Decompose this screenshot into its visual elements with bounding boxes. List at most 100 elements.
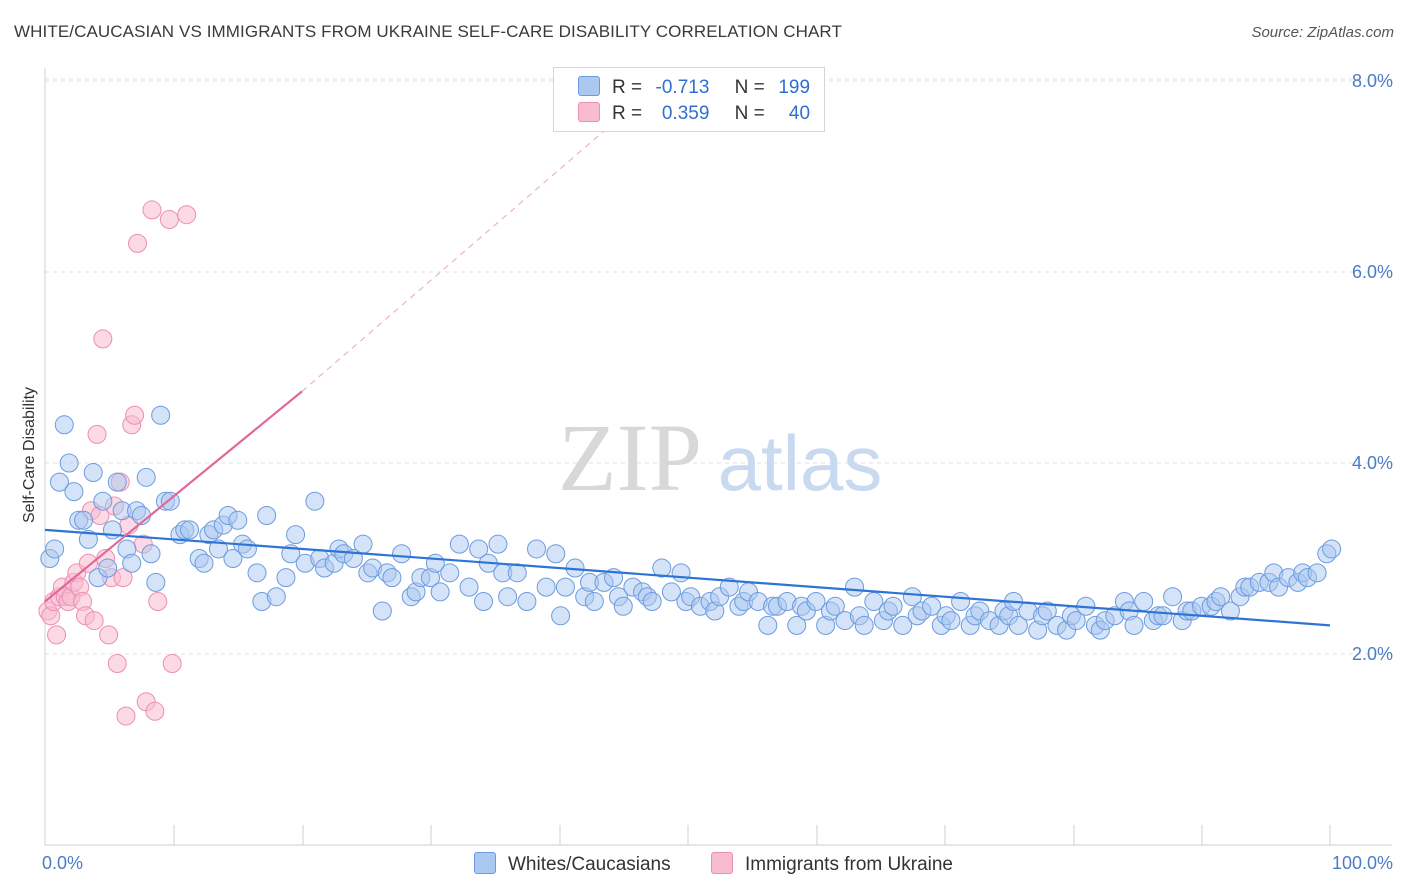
- data-point: [1066, 611, 1086, 631]
- data-point: [180, 520, 200, 540]
- data-point: [854, 615, 874, 635]
- data-point: [305, 491, 325, 511]
- y-tick-labels: 2.0% 4.0% 6.0% 8.0%: [1352, 71, 1393, 664]
- pink-trend-line: [44, 390, 303, 603]
- data-point: [257, 506, 277, 526]
- legend-label-ukraine: Immigrants from Ukraine: [745, 854, 953, 875]
- pink-swatch: [711, 852, 733, 874]
- x-tick-labels: 0.0% 100.0%: [42, 853, 1393, 873]
- data-point: [440, 563, 460, 583]
- data-point: [941, 611, 961, 631]
- blue-swatch: [474, 852, 496, 874]
- data-point: [1134, 591, 1154, 611]
- data-point: [116, 706, 136, 726]
- data-point: [159, 209, 179, 229]
- data-point: [1163, 587, 1183, 607]
- data-point: [488, 534, 508, 554]
- data-point: [162, 654, 182, 674]
- data-point: [93, 491, 113, 511]
- legend-r-value: -0.713: [655, 77, 710, 98]
- data-point: [59, 453, 79, 473]
- data-point: [555, 577, 575, 597]
- y-tick-label: 6.0%: [1352, 262, 1393, 282]
- data-point: [1322, 539, 1342, 559]
- pink-swatch: [578, 102, 600, 122]
- data-point: [208, 539, 228, 559]
- data-point: [922, 596, 942, 616]
- source-label: Source: ZipAtlas.com: [1251, 24, 1394, 41]
- data-point: [584, 591, 604, 611]
- pink-trend-extension: [301, 113, 624, 392]
- legend-r-label: R =: [612, 77, 643, 98]
- data-point: [661, 582, 681, 602]
- data-point: [845, 577, 865, 597]
- data-point: [136, 467, 156, 487]
- data-point: [99, 625, 119, 645]
- legend-n-value: 199: [778, 77, 811, 98]
- chart-title: WHITE/CAUCASIAN VS IMMIGRANTS FROM UKRAI…: [14, 22, 842, 41]
- data-point: [430, 582, 450, 602]
- data-point: [125, 405, 145, 425]
- data-point: [45, 539, 65, 559]
- trend-lines: [44, 113, 1331, 627]
- data-point: [83, 463, 103, 483]
- blue-swatch: [578, 76, 600, 96]
- data-point: [54, 415, 74, 435]
- data-point: [148, 591, 168, 611]
- data-point: [902, 587, 922, 607]
- data-point: [806, 591, 826, 611]
- data-point: [122, 553, 142, 573]
- data-point: [146, 572, 166, 592]
- data-point: [527, 539, 547, 559]
- data-point: [1211, 587, 1231, 607]
- data-point: [719, 577, 739, 597]
- data-point: [142, 200, 162, 220]
- data-point: [1124, 615, 1144, 635]
- data-point: [247, 563, 267, 583]
- data-point: [498, 587, 518, 607]
- data-point: [78, 529, 98, 549]
- data-point: [392, 544, 412, 564]
- legend-n-label: N =: [734, 103, 765, 124]
- gridlines: [45, 78, 1392, 655]
- data-point: [276, 568, 296, 588]
- data-point: [141, 544, 161, 564]
- y-tick-label: 8.0%: [1352, 71, 1393, 91]
- watermark-zip: ZIP: [558, 404, 702, 511]
- data-point: [286, 525, 306, 545]
- data-point: [47, 625, 67, 645]
- data-point: [64, 482, 84, 502]
- data-point: [128, 233, 148, 253]
- data-point: [98, 558, 118, 578]
- data-point: [228, 510, 248, 530]
- data-point: [449, 534, 469, 554]
- data-point: [517, 591, 537, 611]
- data-point: [551, 606, 571, 626]
- legend-item-whites[interactable]: Whites/Caucasians: [474, 852, 671, 876]
- data-point: [469, 539, 489, 559]
- legend-r-label: R =: [612, 103, 643, 124]
- data-point: [78, 553, 98, 573]
- data-point: [642, 591, 662, 611]
- data-point: [459, 577, 479, 597]
- data-point: [84, 611, 104, 631]
- watermark-atlas: atlas: [718, 419, 883, 507]
- data-point: [536, 577, 556, 597]
- legend-row-blue: R = -0.713 N = 199: [578, 76, 810, 100]
- data-point: [1220, 601, 1240, 621]
- data-point: [883, 596, 903, 616]
- data-point: [372, 601, 392, 621]
- data-point: [671, 563, 691, 583]
- data-point: [87, 424, 107, 444]
- data-point: [825, 596, 845, 616]
- data-point: [177, 205, 197, 225]
- data-point: [223, 549, 243, 568]
- legend-item-ukraine[interactable]: Immigrants from Ukraine: [711, 852, 953, 876]
- x-tick-label: 100.0%: [1332, 853, 1393, 873]
- legend-n-value: 40: [788, 103, 811, 124]
- data-point: [507, 563, 527, 583]
- y-tick-label: 2.0%: [1352, 644, 1393, 664]
- data-point: [107, 654, 127, 674]
- data-point: [652, 558, 672, 578]
